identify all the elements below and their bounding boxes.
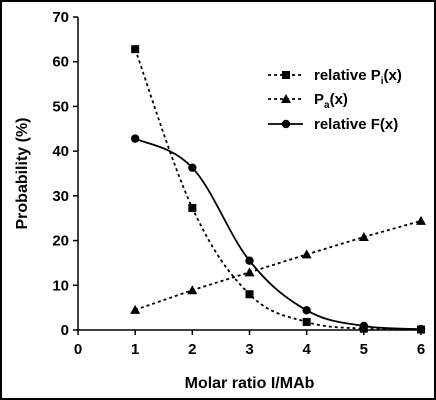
legend-circle-marker-icon bbox=[281, 119, 291, 129]
legend-label-sub: i bbox=[381, 76, 384, 87]
legend-label-tail: (x) bbox=[384, 67, 402, 84]
x-tick-label: 1 bbox=[131, 341, 139, 358]
data-point-triangle bbox=[358, 231, 369, 241]
y-tick-label: 10 bbox=[52, 277, 69, 294]
y-tick-label: 50 bbox=[52, 98, 69, 115]
x-tick-label: 5 bbox=[360, 341, 368, 358]
data-point-circle bbox=[245, 256, 254, 265]
y-tick-label: 30 bbox=[52, 188, 69, 205]
data-point-triangle bbox=[187, 285, 198, 295]
legend-label-main: relative P bbox=[314, 67, 381, 84]
series-markers bbox=[130, 45, 426, 334]
legend-label-relative-f: relative F(x) bbox=[314, 116, 398, 133]
data-point-circle bbox=[302, 306, 311, 315]
data-point-circle bbox=[188, 163, 197, 172]
legend-label-pa: Pa(x) bbox=[314, 91, 348, 111]
x-tick-label: 0 bbox=[74, 341, 82, 358]
legend-marker-square bbox=[282, 71, 290, 79]
legend-label-main: relative F(x) bbox=[314, 116, 398, 133]
data-point-circle bbox=[359, 321, 369, 331]
data-point-triangle bbox=[244, 267, 255, 277]
axes bbox=[77, 17, 421, 331]
data-point-square bbox=[302, 317, 311, 326]
legend-label-relative-pi: relative Pi(x) bbox=[314, 67, 402, 87]
y-tick-label: 70 bbox=[52, 9, 69, 26]
x-tick-label: 6 bbox=[417, 341, 425, 358]
legend-marker-circle bbox=[281, 119, 291, 129]
data-point-triangle bbox=[416, 215, 426, 225]
legend-item-relative-f: relative F(x) bbox=[268, 116, 398, 133]
x-tick-label: 4 bbox=[302, 341, 311, 358]
legend: relative Pi(x) Pa(x) relative F(x) bbox=[268, 67, 402, 133]
legend-label-main: P bbox=[314, 91, 324, 108]
x-axis-title: Molar ratio I/MAb bbox=[185, 375, 315, 392]
series-line-square bbox=[134, 48, 422, 331]
data-point-square bbox=[188, 203, 197, 212]
y-tick-label: 0 bbox=[61, 322, 69, 339]
legend-label-tail: (x) bbox=[330, 91, 348, 108]
data-point-triangle bbox=[130, 304, 141, 314]
data-point-square bbox=[245, 290, 254, 299]
data-point-square bbox=[131, 45, 140, 54]
legend-square-marker-icon bbox=[282, 71, 290, 79]
legend-item-pa: Pa(x) bbox=[268, 91, 348, 111]
x-tick-label: 3 bbox=[245, 341, 253, 358]
legend-item-relative-pi: relative Pi(x) bbox=[268, 67, 402, 87]
data-point-circle bbox=[416, 324, 426, 334]
legend-triangle-marker-icon bbox=[281, 94, 291, 103]
y-axis-title: Probability (%) bbox=[14, 117, 31, 229]
series-lines bbox=[134, 48, 422, 331]
y-tick-label: 20 bbox=[52, 233, 69, 250]
legend-label-sub: a bbox=[324, 100, 330, 111]
y-tick-label: 60 bbox=[52, 54, 69, 71]
data-point-triangle bbox=[301, 249, 312, 259]
y-tick-label: 40 bbox=[52, 143, 69, 160]
data-point-circle bbox=[130, 134, 140, 143]
legend-marker-triangle bbox=[281, 94, 291, 103]
series-line-triangle bbox=[134, 220, 422, 311]
x-tick-label: 2 bbox=[188, 341, 196, 358]
